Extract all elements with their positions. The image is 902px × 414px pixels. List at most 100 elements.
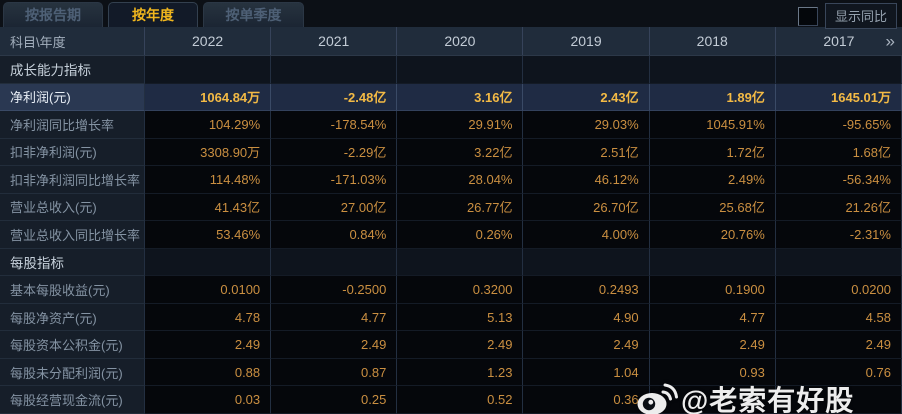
- row-label: 营业总收入同比增长率: [0, 221, 145, 249]
- cell-value: [145, 56, 272, 84]
- header-controls: 显示同比: [797, 3, 897, 29]
- cell-value: -0.2500: [271, 276, 398, 304]
- row-label: 每股资本公积金(元): [0, 331, 145, 359]
- cell-value: 2.49%: [649, 166, 776, 194]
- cell-value: [397, 248, 524, 277]
- cell-value: 0.3200: [397, 276, 524, 304]
- show-yoy-toggle[interactable]: 显示同比: [824, 3, 897, 29]
- table-header-row: 科目\年度 2022 2021 2020 2019 2018 2017»: [0, 27, 902, 56]
- cell-value: 4.58: [775, 303, 902, 332]
- cell-value: [397, 56, 524, 84]
- cell-value: 3.16亿: [397, 83, 524, 112]
- cell-value: 2.49: [145, 331, 272, 359]
- row-label: 每股未分配利润(元): [0, 358, 145, 387]
- cell-value: [775, 56, 902, 84]
- cell-value: -2.31%: [775, 221, 902, 249]
- row-label: 营业总收入(元): [0, 193, 145, 222]
- cell-value: -2.48亿: [271, 83, 398, 112]
- cell-value: 4.77: [271, 303, 398, 332]
- cell-value: 0.0200: [775, 276, 902, 304]
- cell-value: 3.22亿: [397, 138, 524, 167]
- cell-value: 1045.91%: [649, 111, 776, 139]
- cell-value: 1645.01万: [775, 83, 902, 112]
- table-row[interactable]: 营业总收入(元) 41.43亿 27.00亿 26.77亿 26.70亿 25.68亿 21…: [0, 193, 902, 222]
- cell-value: 0.03: [145, 386, 272, 414]
- tab-quarterly[interactable]: 按单季度: [203, 2, 304, 27]
- table-row[interactable]: 扣非净利润同比增长率 114.48% -171.03% 28.04% 46.12% 2.4…: [0, 166, 902, 194]
- table-row[interactable]: 营业总收入同比增长率 53.46% 0.84% 0.26% 4.00% 20.76% -2.…: [0, 221, 902, 249]
- cell-value: [271, 56, 398, 84]
- cell-value: [271, 248, 398, 277]
- tab-report-period[interactable]: 按报告期: [3, 2, 103, 27]
- year-column-header: 2017»: [823, 31, 895, 51]
- cell-value: 104.29%: [145, 111, 272, 139]
- cell-value: 0.2493: [523, 276, 650, 304]
- cell-value: [523, 248, 650, 277]
- cell-value: 1.89亿: [649, 83, 776, 112]
- row-label: 基本每股收益(元): [0, 276, 145, 304]
- cell-value: 53.46%: [145, 221, 272, 249]
- cell-value: 0.25: [271, 386, 398, 414]
- table-row[interactable]: 每股净资产(元) 4.78 4.77 5.13 4.90 4.77 4.58: [0, 303, 902, 332]
- table-row[interactable]: 净利润(元) 1064.84万 -2.48亿 3.16亿 2.43亿 1.89亿 1645.…: [0, 83, 902, 112]
- cell-value: 3308.90万: [145, 138, 272, 167]
- row-label: 扣非净利润(元): [0, 138, 145, 167]
- more-years-chevron-icon[interactable]: »: [885, 31, 895, 51]
- cell-value: 2.43亿: [523, 83, 650, 112]
- cell-value: 26.70亿: [523, 193, 650, 222]
- table-row[interactable]: 基本每股收益(元) 0.0100 -0.2500 0.3200 0.2493 0.1900…: [0, 276, 902, 304]
- section-row: 成长能力指标: [0, 56, 902, 84]
- cell-value: [649, 386, 776, 414]
- show-yoy-checkbox[interactable]: [797, 6, 818, 26]
- table-body: 成长能力指标 净利润(元) 1064.84万 -2.48亿 3.16亿 2.43亿 1.89…: [0, 56, 902, 414]
- cell-value: 0.88: [145, 358, 272, 387]
- cell-value: 2.49: [271, 331, 398, 359]
- cell-value: -2.29亿: [271, 138, 398, 167]
- cell-value: 1.23: [397, 358, 524, 387]
- cell-value: 1.04: [523, 358, 650, 387]
- cell-value: 20.76%: [649, 221, 776, 249]
- cell-value: 41.43亿: [145, 193, 272, 222]
- tab-bar: 按报告期 按年度 按单季度 显示同比: [0, 0, 902, 29]
- table-row[interactable]: 净利润同比增长率 104.29% -178.54% 29.91% 29.03% 1045.…: [0, 111, 902, 139]
- cell-value: 4.78: [145, 303, 272, 332]
- table-row[interactable]: 每股未分配利润(元) 0.88 0.87 1.23 1.04 0.93 0.76: [0, 358, 902, 387]
- cell-value: 2.51亿: [523, 138, 650, 167]
- cell-value: [775, 248, 902, 277]
- cell-value: 0.87: [271, 358, 398, 387]
- year-column-header: 2021: [271, 27, 398, 55]
- cell-value: 27.00亿: [271, 193, 398, 222]
- cell-value: 29.03%: [523, 111, 650, 139]
- cell-value: 4.00%: [523, 221, 650, 249]
- cell-value: [145, 248, 272, 277]
- cell-value: 1.72亿: [649, 138, 776, 167]
- cell-value: 2.49: [775, 331, 902, 359]
- year-column-header: 2022: [145, 27, 272, 55]
- cell-value: 0.52: [397, 386, 524, 414]
- row-label: 净利润同比增长率: [0, 111, 145, 139]
- cell-value: 2.49: [397, 331, 524, 359]
- cell-value: 0.26%: [397, 221, 524, 249]
- table-row[interactable]: 每股资本公积金(元) 2.49 2.49 2.49 2.49 2.49 2.49: [0, 331, 902, 359]
- row-label: 每股净资产(元): [0, 303, 145, 332]
- cell-value: 2.49: [649, 331, 776, 359]
- cell-value: 0.0100: [145, 276, 272, 304]
- table-row[interactable]: 扣非净利润(元) 3308.90万 -2.29亿 3.22亿 2.51亿 1.72亿 1.6…: [0, 138, 902, 167]
- cell-value: 4.90: [523, 303, 650, 332]
- cell-value: 5.13: [397, 303, 524, 332]
- tab-annual[interactable]: 按年度: [108, 2, 198, 27]
- table-row[interactable]: 每股经营现金流(元) 0.03 0.25 0.52 0.36: [0, 386, 902, 414]
- row-label: 每股指标: [0, 248, 145, 277]
- cell-value: [649, 248, 776, 277]
- cell-value: 26.77亿: [397, 193, 524, 222]
- cell-value: -178.54%: [271, 111, 398, 139]
- row-label: 扣非净利润同比增长率: [0, 166, 145, 194]
- cell-value: 46.12%: [523, 166, 650, 194]
- cell-value: 0.1900: [649, 276, 776, 304]
- cell-value: -95.65%: [775, 111, 902, 139]
- cell-value: 0.76: [775, 358, 902, 387]
- cell-value: 1.68亿: [775, 138, 902, 167]
- row-label: 净利润(元): [0, 83, 145, 112]
- cell-value: 0.36: [523, 386, 650, 414]
- cell-value: [649, 56, 776, 84]
